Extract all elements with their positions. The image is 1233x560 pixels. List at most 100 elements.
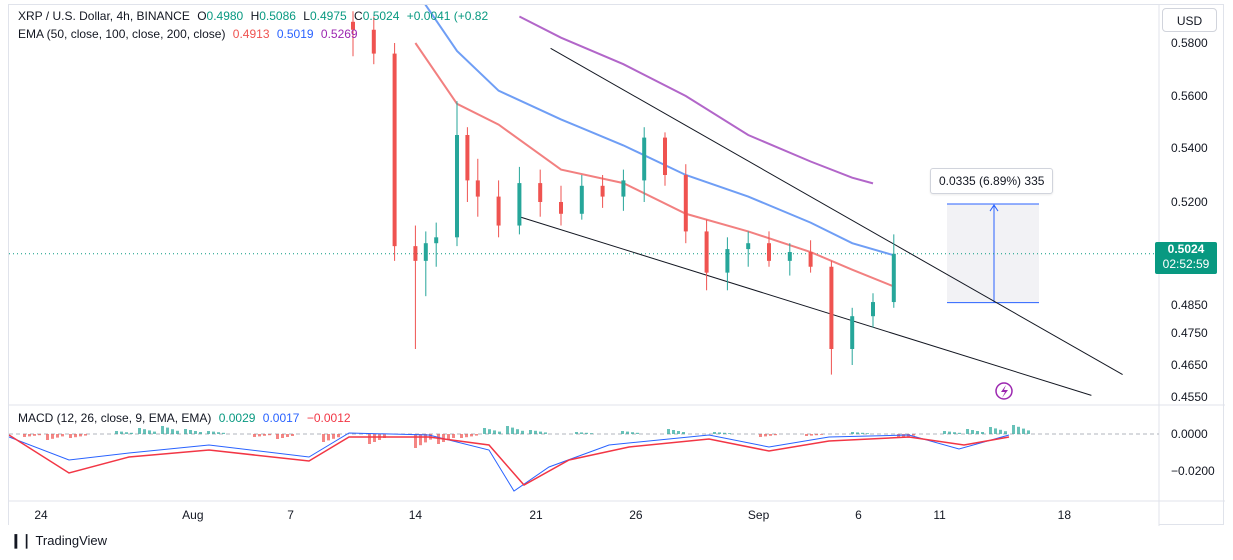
ohlc-open-key: O [197,9,207,23]
macd-histogram-bar [28,434,31,437]
macd-histogram-bar [631,432,634,434]
macd-histogram-bar [897,434,900,438]
ema200-value: 0.5269 [320,27,358,41]
macd-histogram-bar [194,431,197,434]
macd-histogram-bar [585,432,588,434]
macd-histogram-bar [976,431,979,434]
candle-body [663,137,667,175]
brand-name: TradingView [35,533,108,548]
macd-histogram-bar [212,431,215,434]
macd-histogram-bar [199,432,202,434]
macd-histogram-bar [84,434,87,436]
macd-histogram-bar [337,434,340,438]
macd-histogram-bar [815,434,818,436]
y-tick-label: 0.4750 [1171,326,1208,340]
macd-histogram-bar [447,434,450,440]
macd-histogram-bar [23,434,26,437]
macd-histogram-bar [999,429,1002,434]
macd-histogram-bar [948,431,951,434]
candle-body [559,202,563,214]
macd-histogram-bar [414,434,417,448]
macd-histogram-bar [723,432,726,434]
change-value: +0.0041 (+0.82 [406,9,489,23]
candle-body [517,183,522,226]
ema100-value: 0.5019 [276,27,314,41]
macd-histogram-bar [291,434,294,436]
symbol-legend[interactable]: XRP / U.S. Dollar, 4h, BINANCE O0.4980 H… [18,9,492,23]
y-tick-label: 0.4550 [1171,390,1208,404]
footer-brand[interactable]: ❙❘ TradingView [10,532,107,549]
candle-body [423,243,428,261]
macd-histogram-bar [994,428,997,434]
macd-histogram-bar [153,431,156,434]
candle-body [829,266,834,349]
macd-histogram-bar [368,434,371,444]
symbol-label: XRP / U.S. Dollar, 4h, BINANCE [18,9,190,23]
macd-value: 0.0029 [218,411,256,425]
macd-histogram-bar [1022,428,1025,434]
candle-body [475,180,480,197]
currency-button[interactable]: USD [1162,8,1217,32]
macd-histogram-bar [125,432,128,434]
macd-histogram-bar [769,434,772,436]
chart-canvas[interactable]: 0.5800 0.5600 0.5400 0.5200 0.4850 0.4750 0.46… [9,5,1225,526]
macd-histogram-bar [281,434,284,438]
macd-histogram-bar [56,434,59,438]
macd-histogram-bar [667,429,670,434]
macd-histogram-bar [805,434,808,436]
measure-tool-label[interactable]: 0.0335 (6.89%) 335 [930,168,1054,194]
last-price-tag: 0.5024 02:52:59 [1155,242,1217,274]
ohlc-close-value: 0.5024 [362,9,400,23]
macd-histogram-bar [971,430,974,434]
macd-histogram-bar [79,434,82,437]
candle-body [891,253,896,303]
x-tick-label: 7 [287,508,294,522]
macd-histogram-bar [460,434,463,438]
candle-body [683,175,688,232]
x-tick-label: 14 [409,508,423,522]
candle-body [767,243,771,261]
macd-histogram-bar [1027,430,1030,434]
x-tick-label: 24 [34,508,48,522]
macd-histogram-bar [69,434,72,438]
macd-histogram-bar [322,434,325,442]
bar-countdown: 02:52:59 [1162,257,1210,271]
macd-histogram-bar [621,431,624,434]
macd-histogram-bar [953,432,956,434]
y-tick-label: 0.5200 [1171,195,1208,209]
macd-histogram-bar [253,434,256,437]
macd-histogram-bar [143,429,146,434]
macd-histogram-bar [718,432,721,434]
macd-histogram-bar [1012,425,1015,434]
macd-histogram-bar [46,434,49,440]
signal-line [9,434,1010,486]
macd-histogram-bar [470,434,473,437]
macd-histogram-bar [442,434,445,442]
y-tick-label: 0.4850 [1171,298,1208,312]
candle-body [621,180,626,197]
macd-histogram-bar [866,433,869,434]
macd-legend[interactable]: MACD (12, 26, close, 9, EMA, EMA) 0.0029… [18,411,355,425]
macd-histogram-bar [222,432,225,434]
x-tick-label: 18 [1058,508,1072,522]
macd-histogram-bar [506,426,509,434]
macd-histogram-bar [534,430,537,434]
ohlc-close-key: C [354,9,363,23]
macd-histogram-bar [184,429,187,434]
ema-legend[interactable]: EMA (50, close, 100, close, 200, close) … [18,27,362,41]
macd-histogram-bar [672,430,675,434]
macd-histogram-bar [966,429,969,434]
macd-histogram-bar [861,432,864,434]
ohlc-open-value: 0.4980 [206,9,244,23]
macd-histogram-bar [511,427,514,434]
macd-histogram-bar [728,433,731,434]
ohlc-high-value: 0.5086 [259,9,296,23]
macd-histogram-bar [575,432,578,434]
macd-histogram-bar [989,427,992,434]
x-tick-label: 6 [855,508,862,522]
y-tick-label: 0.4650 [1171,358,1208,372]
candle-body [704,231,709,273]
macd-histogram-bar [51,434,54,439]
candle-body [496,196,501,226]
candle-body [850,316,855,349]
